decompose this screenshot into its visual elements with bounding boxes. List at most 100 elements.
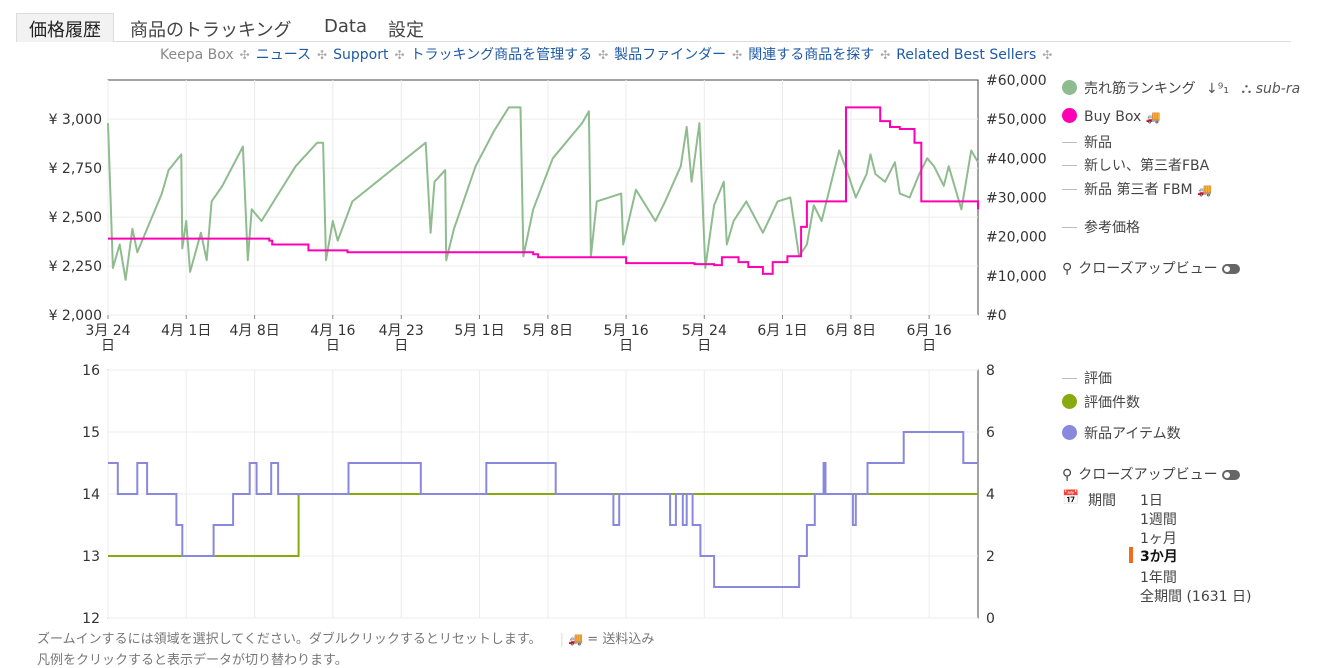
magnifier-icon: ⚲ — [1062, 261, 1073, 277]
toggle-icon[interactable] — [1221, 470, 1240, 480]
news-link[interactable]: ニュース — [255, 47, 312, 63]
x-tick-label: 5月 1日 — [454, 323, 504, 339]
separator-icon: ✣ — [598, 48, 609, 62]
x-tick-label: 4月 8日 — [229, 323, 279, 339]
x-tick-label-line: 5月 24 — [682, 323, 727, 339]
divider: | — [559, 632, 565, 647]
legend-label: 評価 — [1084, 371, 1112, 387]
legend-buy-box[interactable]: Buy Box 🚚 — [1062, 108, 1161, 125]
plot-frame — [107, 79, 979, 316]
related-products-link[interactable]: 関連する商品を探す — [748, 47, 875, 63]
truck-icon: 🚚 — [1197, 183, 1213, 197]
tab-price-history[interactable]: 価格履歴 — [16, 13, 114, 42]
x-tick-label-line: 3月 24 — [85, 323, 130, 339]
legend-rating[interactable]: 評価 — [1062, 368, 1112, 388]
y-right-tick-label: 6 — [986, 425, 995, 441]
product-finder-link[interactable]: 製品ファインダー — [614, 47, 727, 63]
x-tick-label: 6月 16 日 — [907, 323, 952, 354]
related-best-sellers-link[interactable]: Related Best Sellers — [896, 47, 1037, 63]
closeup-toggle-bottom[interactable]: ⚲ クローズアップビュー — [1062, 464, 1240, 484]
period-1d[interactable]: 1日 — [1140, 493, 1163, 509]
y-right-tick-label: #60,000 — [986, 73, 1047, 89]
y-left-tick-label: ¥ 2,750 — [49, 161, 102, 177]
link-bar: Keepa Box ✣ ニュース ✣ Support ✣ トラッキング商品を管理する ✣ 製品フ… — [160, 44, 1058, 64]
sub-rank-label[interactable]: sub-ra — [1255, 81, 1301, 97]
new-offer-count-line — [108, 431, 978, 588]
legend-dash — [1062, 189, 1077, 190]
x-tick-label-line: 5月 16 — [604, 323, 649, 339]
legend-dash — [1062, 227, 1077, 228]
tab-product-tracking[interactable]: 商品のトラッキング — [130, 20, 292, 41]
tab-bar: 価格履歴 商品のトラッキング Data 設定 — [16, 10, 1291, 42]
x-tick-label-line: 日 — [394, 338, 408, 354]
x-tick-label-line: 4月 23 — [379, 323, 424, 339]
period-1w[interactable]: 1週間 — [1140, 512, 1177, 528]
y-right-tick-label: #20,000 — [986, 230, 1047, 246]
legend-review-count[interactable]: 評価件数 — [1062, 392, 1140, 412]
support-link[interactable]: Support — [333, 47, 389, 63]
legend-label: Buy Box — [1084, 109, 1142, 125]
y-left-tick-label: 12 — [82, 611, 100, 627]
y-right-tick-label: 0 — [986, 611, 995, 627]
legend-dash — [1062, 142, 1077, 143]
y-right-tick-label: #10,000 — [986, 269, 1047, 285]
x-tick-label-line: 日 — [697, 338, 711, 354]
footnote-zoom: ズームインするには領域を選択してください。ダブルクリックするとリセットします。 … — [37, 628, 654, 647]
legend-label: 売れ筋ランキング — [1084, 81, 1196, 97]
x-tick-label: 5月 8日 — [523, 323, 573, 339]
calendar-icon: 📅 — [1062, 490, 1080, 506]
zoom-hint: ズームインするには領域を選択してください。ダブルクリックするとリセットします。 — [37, 632, 542, 647]
hierarchy-icon[interactable]: ⛬ — [1241, 81, 1252, 97]
legend-label: 参考価格 — [1084, 220, 1140, 236]
period-selector: 📅 期間 1日 1週間 1ヶ月 3か月 1年間 全期間 (1631 日) — [1062, 490, 1302, 610]
manage-tracking-link[interactable]: トラッキング商品を管理する — [410, 47, 593, 63]
legend-sales-rank[interactable]: 売れ筋ランキング ↓⁹₁ ⛬ sub-ra — [1062, 78, 1300, 98]
y-left-tick-label: 15 — [82, 425, 100, 441]
closeup-label: クローズアップビュー — [1078, 261, 1218, 277]
y-left-tick-label: 14 — [82, 487, 100, 503]
sort-icon[interactable]: ↓⁹₁ — [1206, 81, 1230, 97]
y-right-tick-label: #50,000 — [986, 112, 1047, 128]
price-rank-chart[interactable]: 3月 24 日4月 1日 4月 8日 4月 16 日4月 23 日5月 1日 5月 8日 5月… — [0, 70, 1060, 360]
x-tick-label: 4月 16 日 — [310, 323, 355, 354]
legend-new[interactable]: 新品 — [1062, 132, 1112, 152]
closeup-label: クローズアップビュー — [1078, 467, 1218, 483]
legend-dash — [1062, 165, 1077, 166]
x-tick-label: 5月 24 日 — [682, 323, 727, 354]
x-tick-label-line: 日 — [101, 338, 115, 354]
tab-settings[interactable]: 設定 — [388, 20, 424, 41]
x-tick-label: 6月 8日 — [826, 323, 876, 339]
legend-list-price[interactable]: 参考価格 — [1062, 217, 1140, 237]
rating-offers-chart[interactable]: 12 13 14 15 16 0 2 4 6 8 — [0, 360, 1060, 630]
x-tick-label-line: 日 — [619, 338, 633, 354]
y-left-tick-label: 16 — [82, 363, 100, 379]
selected-indicator — [1129, 547, 1133, 563]
legend-label: 新品アイテム数 — [1084, 426, 1181, 442]
separator-icon: ✣ — [317, 48, 328, 62]
period-1m[interactable]: 1ヶ月 — [1140, 531, 1177, 547]
x-tick-label-line: 4月 16 — [310, 323, 355, 339]
y-left-tick-label: ¥ 3,000 — [49, 112, 102, 128]
period-1y[interactable]: 1年間 — [1140, 570, 1177, 586]
y-right-tick-label: 8 — [986, 363, 995, 379]
y-right-tick-label: 2 — [986, 549, 995, 565]
y-right-tick-label: 4 — [986, 487, 995, 503]
shipping-note: = 送料込み — [587, 632, 655, 647]
y-right-tick-label: #30,000 — [986, 191, 1047, 207]
legend-new-3p-fbm[interactable]: 新品 第三者 FBM 🚚 — [1062, 179, 1212, 199]
legend-dash — [1062, 378, 1077, 379]
period-3m[interactable]: 3か月 — [1129, 546, 1178, 566]
footnote-legend-hint: 凡例をクリックすると表示データが切り替わります。 — [37, 653, 348, 668]
x-tick-label-line: 日 — [326, 338, 340, 354]
period-all[interactable]: 全期間 (1631 日) — [1140, 589, 1252, 605]
legend-new-3p-fba[interactable]: 新しい、第三者FBA — [1062, 155, 1209, 175]
truck-icon: 🚚 — [568, 632, 584, 646]
toggle-icon[interactable] — [1221, 264, 1240, 274]
x-tick-label-line: 6月 16 — [907, 323, 952, 339]
closeup-toggle-top[interactable]: ⚲ クローズアップビュー — [1062, 258, 1240, 278]
buy-box-line — [108, 106, 979, 275]
tab-data[interactable]: Data — [324, 16, 367, 37]
separator-icon: ✣ — [239, 48, 250, 62]
keepa-box-link[interactable]: Keepa Box — [160, 47, 234, 63]
legend-new-offer-count[interactable]: 新品アイテム数 — [1062, 423, 1181, 443]
